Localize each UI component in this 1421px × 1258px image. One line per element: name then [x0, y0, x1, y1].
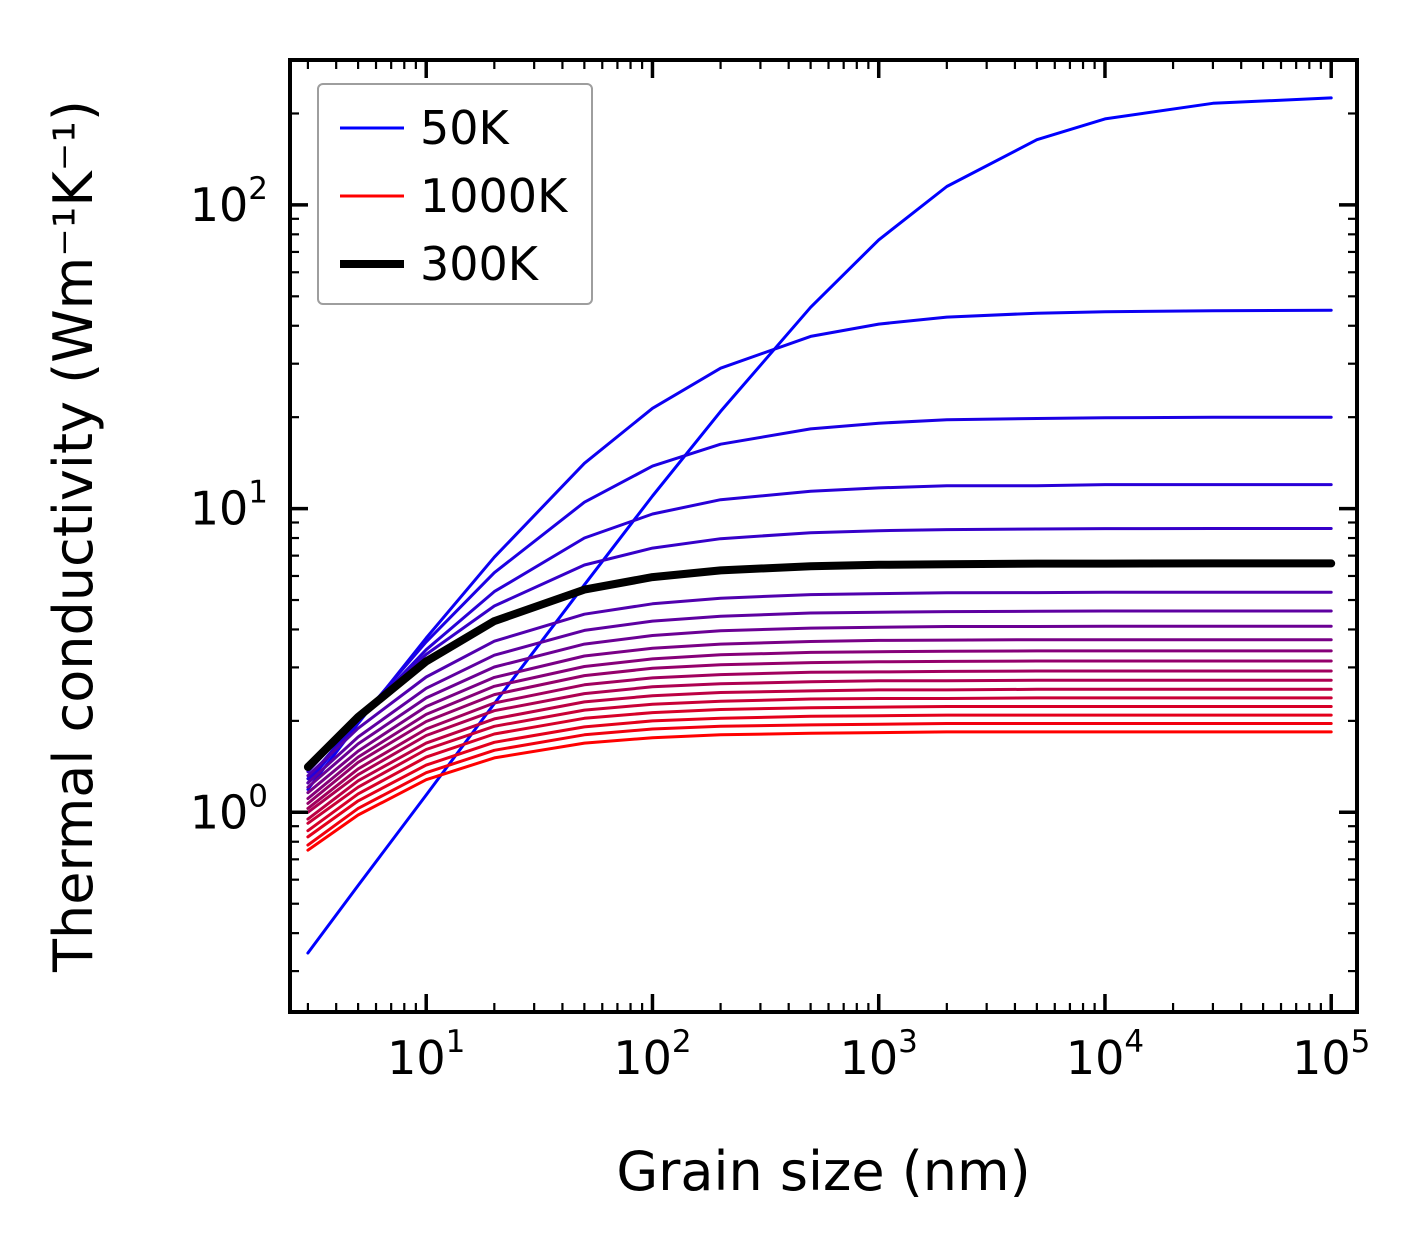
series-650K: [306, 669, 1333, 810]
series-900K: [306, 713, 1333, 839]
series-700K: [306, 678, 1333, 814]
plot-frame: [288, 58, 1359, 1014]
series-750K: [306, 687, 1333, 821]
y-tick-label-1e2: 102: [190, 171, 268, 232]
x-tick-label-1e2: 102: [613, 1024, 691, 1085]
legend-label-300K: 300K: [420, 237, 540, 291]
x-tick-label-1e5: 105: [1292, 1024, 1370, 1085]
legend: 50K 1000K 300K: [317, 83, 593, 305]
series-450K: [306, 624, 1333, 789]
y-tick-label-1e0: 100: [190, 778, 268, 839]
x-tick-label-1e1: 101: [387, 1024, 465, 1085]
series-350K: [306, 590, 1333, 778]
series-100K: [306, 308, 1333, 791]
y-axis-label: Thermal conductivity (Wm⁻¹K⁻¹): [42, 100, 105, 973]
series-300K: [303, 559, 1336, 771]
ticks: [290, 60, 1357, 1012]
series-1000K: [306, 730, 1333, 852]
series-150K: [306, 415, 1333, 785]
y-tick-label-1e1: 101: [190, 475, 268, 536]
series-400K: [306, 609, 1333, 785]
series-550K: [306, 649, 1333, 800]
x-tick-label-1e3: 103: [840, 1024, 918, 1085]
series-950K: [306, 722, 1333, 847]
legend-frame: [317, 83, 593, 305]
series-200K: [306, 483, 1333, 781]
series-850K: [306, 705, 1333, 833]
legend-label-1000K: 1000K: [420, 169, 569, 223]
series-600K: [306, 659, 1333, 805]
series-250K: [306, 527, 1333, 774]
series-group: [303, 96, 1336, 955]
series-800K: [306, 696, 1333, 825]
series-500K: [306, 638, 1333, 795]
legend-label-50K: 50K: [420, 101, 511, 155]
series-50K: [306, 96, 1333, 955]
x-axis-label: Grain size (nm): [616, 1140, 1030, 1203]
x-tick-label-1e4: 104: [1066, 1024, 1144, 1085]
